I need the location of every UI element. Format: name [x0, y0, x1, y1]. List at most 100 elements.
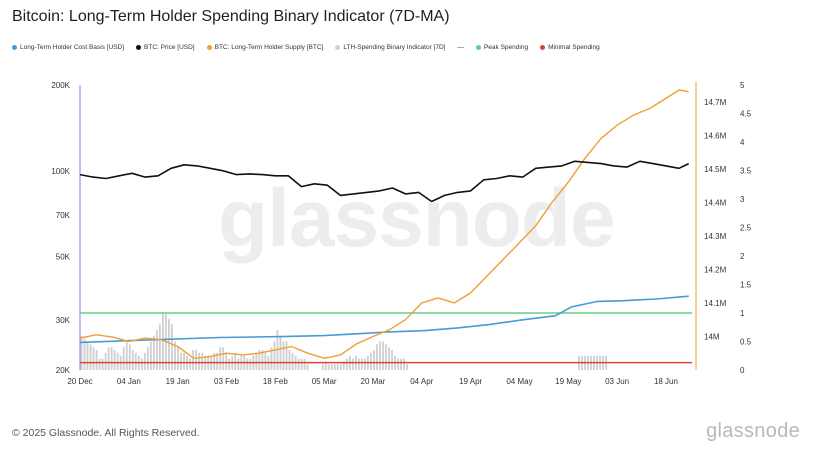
indicator-bar — [342, 361, 345, 370]
x-tick-label: 03 Feb — [214, 377, 239, 386]
y-middle-tick-label: 14.1M — [704, 299, 727, 308]
indicator-bar — [98, 358, 101, 370]
y-middle-tick-label: 14M — [704, 332, 720, 341]
y-right-tick-label: 5 — [740, 81, 745, 90]
indicator-bar — [104, 352, 107, 370]
y-right-tick-label: 0 — [740, 366, 745, 375]
indicator-bar — [261, 350, 264, 370]
x-tick-label: 19 Apr — [459, 377, 482, 386]
indicator-bar — [282, 341, 285, 370]
indicator-bar — [321, 364, 324, 370]
legend-swatch — [475, 44, 481, 50]
legend-item[interactable]: BTC: Long-Term Holder Supply [BTC] — [206, 43, 324, 51]
x-tick-label: 19 May — [555, 377, 581, 386]
indicator-bar — [95, 350, 98, 370]
legend-item[interactable]: Peak Spending — [475, 43, 529, 51]
indicator-bar — [152, 335, 155, 370]
indicator-bar — [177, 347, 179, 370]
indicator-bar — [225, 352, 228, 370]
indicator-bar — [406, 364, 409, 370]
legend-swatch — [206, 44, 212, 50]
indicator-bar — [149, 341, 152, 370]
x-tick-label: 18 Jun — [654, 377, 678, 386]
indicator-bar — [110, 347, 113, 370]
indicator-bar — [122, 347, 125, 370]
y-middle-tick-label: 14.6M — [704, 131, 727, 140]
x-tick-label: 19 Jan — [166, 377, 190, 386]
legend-item[interactable]: Long-Term Holder Cost Basis [USD] — [12, 44, 124, 51]
indicator-bar — [189, 358, 191, 370]
indicator-bar — [237, 358, 240, 370]
y-right-tick-label: 2.5 — [740, 224, 752, 233]
indicator-bar — [391, 350, 393, 370]
indicator-bar — [143, 352, 146, 370]
y-middle-tick-label: 14.2M — [704, 265, 727, 274]
y-left-tick-label: 50K — [56, 253, 71, 262]
y-left-tick-label: 20K — [56, 366, 71, 375]
indicator-bar — [249, 358, 252, 370]
indicator-bar — [403, 358, 405, 370]
indicator-bar — [101, 358, 104, 370]
indicator-bar — [373, 350, 375, 370]
y-left-tick-label: 30K — [56, 316, 71, 325]
y-middle-tick-label: 14.7M — [704, 98, 727, 107]
legend-swatch — [540, 44, 546, 50]
indicator-bar — [379, 341, 381, 370]
indicator-bar — [273, 341, 276, 370]
x-tick-label: 18 Feb — [263, 377, 288, 386]
indicator-bar — [300, 358, 303, 370]
x-tick-label: 05 Mar — [312, 377, 337, 386]
y-right-tick-label: 0.5 — [740, 338, 752, 347]
indicator-bar — [146, 347, 149, 370]
indicator-bar — [345, 358, 348, 370]
indicator-bar — [360, 358, 363, 370]
y-middle-tick-label: 14.4M — [704, 198, 727, 207]
indicator-bar — [258, 350, 261, 370]
legend-label: Peak Spending — [483, 43, 529, 51]
glassnode-logo: glassnode — [706, 420, 800, 442]
indicator-bar — [382, 341, 384, 370]
y-middle-tick-label: 14.5M — [704, 165, 727, 174]
legend-label: BTC: Price [USD] — [144, 43, 195, 51]
legend-item[interactable]: Minimal Spending — [540, 44, 600, 51]
indicator-bar — [201, 352, 204, 370]
x-tick-label: 20 Mar — [361, 377, 386, 386]
y-left-tick-label: 70K — [56, 211, 71, 220]
indicator-bar — [234, 352, 237, 370]
y-right-tick-label: 4.5 — [740, 110, 752, 119]
indicator-bar — [162, 313, 164, 370]
indicator-bar — [213, 352, 216, 370]
indicator-bar — [86, 341, 89, 370]
indicator-bar — [134, 352, 137, 370]
indicator-bar — [174, 341, 176, 370]
legend-item[interactable]: BTC: Price [USD] — [136, 44, 195, 51]
y-right-tick-label: 4 — [740, 138, 745, 147]
indicator-bar — [291, 352, 294, 370]
legend-label: Long-Term Holder Cost Basis [USD] — [20, 43, 125, 51]
y-right-tick-label: 3 — [740, 195, 745, 204]
x-tick-label: 04 Jan — [117, 377, 141, 386]
indicator-bar — [83, 338, 86, 370]
indicator-bar — [113, 350, 116, 370]
indicator-bar — [297, 358, 300, 370]
indicator-bar — [183, 352, 185, 370]
x-tick-label: 04 May — [506, 377, 532, 386]
copyright-text: © 2025 Glassnode. All Rights Reserved. — [12, 427, 200, 439]
legend-label: BTC: Long-Term Holder Supply [BTC] — [214, 43, 324, 51]
legend-label: LTH-Spending Binary Indicator [7D] — [343, 43, 446, 51]
indicator-bar — [288, 350, 291, 370]
price-line — [79, 160, 690, 203]
indicator-bar — [131, 350, 134, 370]
indicator-bar — [168, 318, 170, 370]
indicator-bar — [116, 352, 119, 370]
indicator-bar — [400, 358, 402, 370]
indicator-bar — [246, 358, 249, 370]
indicator-bar — [376, 344, 378, 370]
legend-item[interactable]: LTH-Spending Binary Indicator [7D] — [335, 44, 445, 51]
indicator-bar — [306, 364, 309, 370]
indicator-bar — [255, 352, 258, 370]
x-tick-label: 20 Dec — [67, 377, 92, 386]
indicator-bar — [180, 352, 182, 370]
